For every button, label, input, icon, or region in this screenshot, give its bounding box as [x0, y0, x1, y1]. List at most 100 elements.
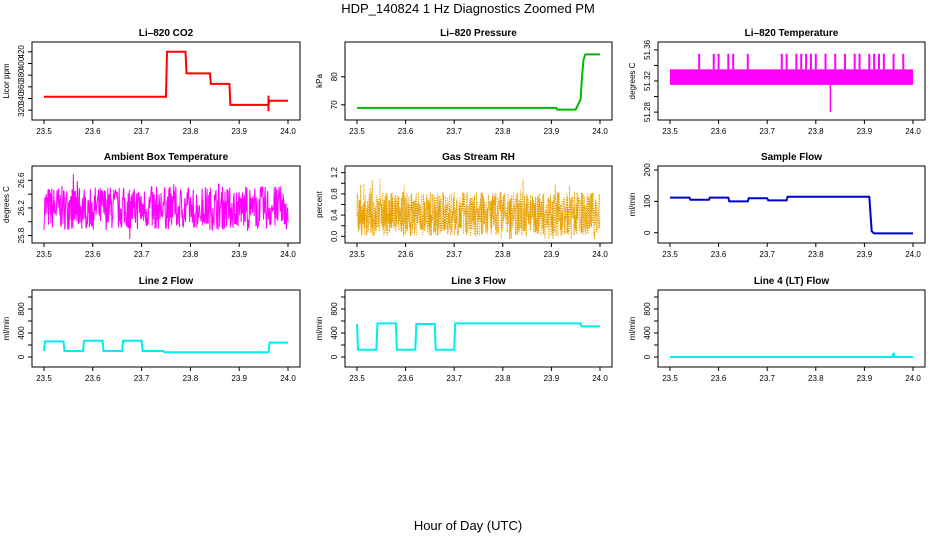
x-tick-label: 23.6 — [398, 127, 414, 136]
x-tick-label: 23.6 — [85, 127, 101, 136]
x-tick-label: 23.6 — [711, 127, 727, 136]
x-tick-label: 24.0 — [905, 127, 921, 136]
y-tick-label: 400 — [17, 326, 26, 340]
panel-title: Li–820 Pressure — [440, 28, 517, 39]
panel-title: Line 4 (LT) Flow — [754, 276, 830, 287]
x-tick-label: 23.9 — [231, 127, 247, 136]
panel-1: Li–820 CO2 Licor ppm 23.5 23.6 23.7 23.8 23.9 2… — [2, 28, 301, 136]
x-tick-label: 23.5 — [349, 250, 365, 259]
y-axis-label: ml/min — [315, 317, 324, 341]
x-tick-label: 23.5 — [662, 374, 678, 383]
x-tick-label: 23.5 — [349, 127, 365, 136]
panel-4: Ambient Box Temperature degrees C 23.5 23.6… — [2, 152, 301, 259]
x-tick-label: 23.9 — [857, 374, 873, 383]
x-tick-label: 24.0 — [280, 374, 296, 383]
series-line — [670, 352, 913, 358]
plot-area — [43, 173, 289, 240]
x-tick-label: 23.6 — [398, 250, 414, 259]
y-axis-label: ml/min — [2, 317, 11, 341]
figure-x-axis-label: Hour of Day (UTC) — [413, 518, 523, 533]
series-band — [670, 69, 913, 85]
x-tick-label: 23.8 — [183, 250, 199, 259]
x-tick-label: 23.9 — [857, 127, 873, 136]
x-tick-label: 23.5 — [349, 374, 365, 383]
panel-2: Li–820 Pressure kPa 23.5 23.6 23.7 23.8 23.9 24… — [315, 28, 613, 136]
x-tick-label: 23.8 — [808, 374, 824, 383]
x-tick-label: 23.8 — [808, 250, 824, 259]
y-tick-label: 80 — [330, 72, 339, 81]
x-tick-label: 23.5 — [662, 250, 678, 259]
y-tick-label: 51.28 — [643, 102, 652, 123]
x-tick-label: 23.5 — [36, 374, 52, 383]
plot-frame — [344, 289, 613, 368]
x-tick-label: 23.6 — [711, 374, 727, 383]
y-axis-label: degrees C — [2, 186, 11, 223]
x-tick-label: 23.8 — [495, 374, 511, 383]
x-tick-label: 23.5 — [36, 127, 52, 136]
y-axis-label: degrees C — [628, 62, 637, 99]
series-line — [357, 53, 600, 111]
y-tick-label: 51.36 — [643, 39, 652, 60]
x-tick-label: 24.0 — [592, 127, 608, 136]
panel-title: Line 3 Flow — [451, 276, 506, 287]
y-tick-label: 800 — [643, 302, 652, 316]
y-tick-label: 380 — [17, 68, 26, 82]
plot-area — [670, 352, 913, 358]
panel-title: Li–820 Temperature — [745, 28, 839, 39]
x-tick-label: 24.0 — [592, 250, 608, 259]
x-tick-label: 23.7 — [134, 374, 150, 383]
x-tick-label: 23.9 — [231, 374, 247, 383]
y-tick-label: 400 — [330, 326, 339, 340]
panel-5: Gas Stream RH percent 23.5 23.6 23.7 23.8 23.9… — [315, 152, 613, 259]
x-tick-label: 23.8 — [495, 127, 511, 136]
y-tick-label: 360 — [17, 80, 26, 94]
plot-frame — [657, 289, 926, 368]
plot-area — [43, 339, 288, 354]
x-tick-label: 24.0 — [280, 250, 296, 259]
y-tick-label: 0 — [330, 354, 339, 359]
x-tick-label: 23.7 — [759, 374, 775, 383]
x-tick-label: 23.9 — [231, 250, 247, 259]
x-tick-label: 23.9 — [857, 250, 873, 259]
plot-frame — [31, 165, 301, 244]
plot-frame — [31, 41, 301, 121]
y-tick-label: 26.2 — [17, 200, 26, 216]
y-axis-label: kPa — [315, 74, 324, 88]
x-tick-label: 23.9 — [544, 374, 560, 383]
x-tick-label: 23.7 — [134, 127, 150, 136]
y-tick-label: 1.2 — [330, 167, 339, 179]
plot-area — [44, 50, 288, 112]
figure-title: HDP_140824 1 Hz Diagnostics Zoomed PM — [341, 1, 595, 16]
x-tick-label: 23.8 — [808, 127, 824, 136]
y-tick-label: 340 — [17, 91, 26, 105]
panel-6: Sample Flow ml/min 23.5 23.6 23.7 23.8 23.9 24.… — [628, 152, 926, 259]
series-line — [670, 195, 913, 235]
plot-area — [356, 322, 600, 351]
y-axis-label: ml/min — [628, 317, 637, 341]
panel-9: Line 4 (LT) Flow ml/min 23.5 23.6 23.7 23.8 23… — [628, 276, 926, 383]
x-tick-label: 24.0 — [592, 374, 608, 383]
panel-title: Li–820 CO2 — [139, 28, 194, 39]
panel-title: Line 2 Flow — [139, 276, 194, 287]
series-line — [356, 322, 600, 351]
y-axis-label: ml/min — [628, 193, 637, 217]
x-tick-label: 23.8 — [183, 127, 199, 136]
plot-area — [356, 178, 601, 240]
x-tick-label: 23.6 — [85, 250, 101, 259]
y-tick-label: 70 — [330, 100, 339, 109]
y-tick-label: 26.6 — [17, 172, 26, 188]
plot-frame — [344, 41, 613, 121]
x-tick-label: 23.7 — [759, 127, 775, 136]
series-line — [356, 178, 601, 240]
x-tick-label: 23.6 — [398, 374, 414, 383]
x-tick-label: 23.8 — [495, 250, 511, 259]
y-tick-label: 25.8 — [17, 227, 26, 243]
panel-3: Li–820 Temperature degrees C 23.5 23.6 23.7 2… — [628, 28, 926, 136]
y-tick-label: 0 — [643, 354, 652, 359]
x-tick-label: 23.7 — [446, 127, 462, 136]
x-tick-label: 23.7 — [134, 250, 150, 259]
panel-7: Line 2 Flow ml/min 23.5 23.6 23.7 23.8 23.9 24.… — [2, 276, 301, 383]
y-tick-label: 420 — [17, 45, 26, 59]
y-tick-label: 0.0 — [330, 230, 339, 242]
